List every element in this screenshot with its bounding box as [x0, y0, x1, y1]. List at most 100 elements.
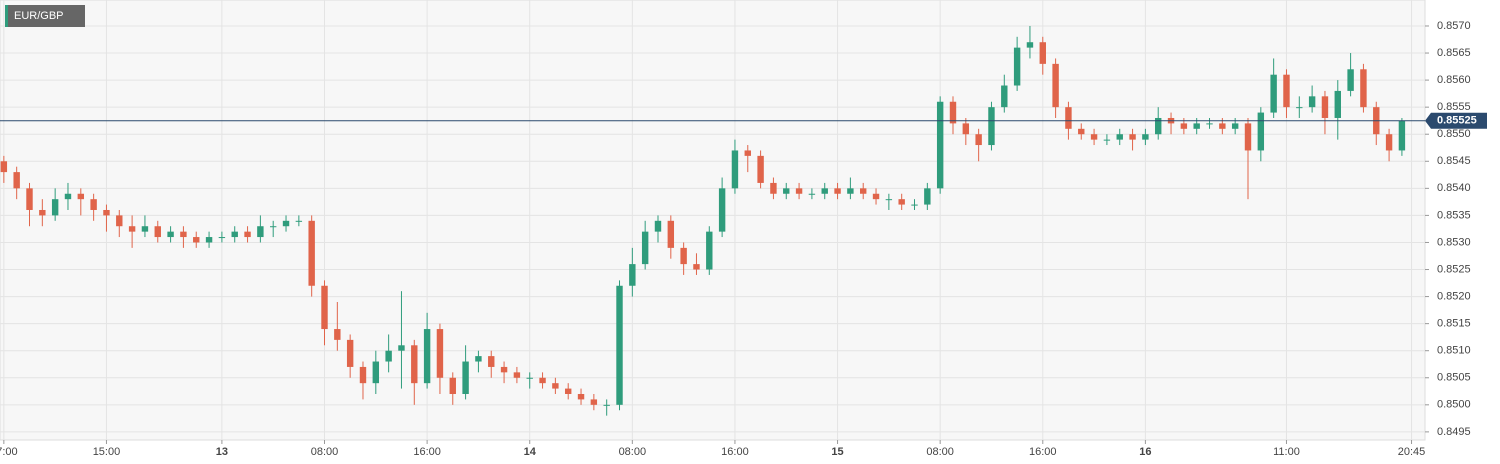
candle-body	[51, 199, 59, 216]
candle-body	[526, 377, 533, 379]
x-tick-label: 13	[216, 446, 228, 458]
candle-body	[552, 383, 559, 389]
candle-body	[334, 329, 341, 340]
candle-body	[1244, 123, 1252, 151]
candle-body	[231, 231, 238, 238]
candle-body	[821, 188, 828, 194]
x-tick-label: 11:00	[1273, 446, 1300, 458]
candle-body	[436, 329, 444, 378]
candle-body	[757, 155, 764, 183]
y-tick-label: 0.8560	[1437, 74, 1471, 86]
candle-body	[205, 237, 213, 243]
candle-body	[77, 193, 85, 200]
candle-body	[64, 193, 72, 200]
title-box	[5, 5, 85, 27]
y-tick-label: 0.8520	[1437, 290, 1471, 302]
candle-body	[167, 231, 174, 238]
candle-body	[116, 215, 123, 227]
y-tick-label: 0.8540	[1437, 182, 1471, 194]
candle-body	[1257, 112, 1265, 151]
x-tick-label: 16:00	[413, 446, 441, 458]
candle-body	[90, 199, 97, 210]
candle-body	[1155, 117, 1162, 135]
current-price-label: 0.85525	[1437, 115, 1477, 127]
candle-body	[1270, 74, 1277, 113]
x-tick-label: 16:00	[1029, 446, 1057, 458]
y-tick-label: 0.8545	[1437, 155, 1471, 167]
candle-body	[860, 188, 867, 194]
candle-body	[411, 345, 418, 384]
candle-body	[423, 329, 431, 384]
x-tick-label: 14	[524, 446, 537, 458]
candle-body	[731, 150, 739, 189]
candle-body	[269, 226, 277, 228]
candle-body	[1078, 128, 1085, 135]
candle-body	[988, 107, 995, 146]
candle-body	[141, 226, 149, 232]
candle-body	[629, 264, 636, 286]
candle-body	[385, 350, 392, 362]
candle-body	[475, 356, 482, 362]
candle-body	[1206, 123, 1213, 125]
candle-body	[936, 101, 944, 189]
candle-body	[577, 393, 585, 400]
candle-body	[962, 123, 970, 135]
x-tick-label: 08:00	[926, 446, 954, 458]
y-tick-label: 0.8525	[1437, 263, 1471, 275]
candle-body	[321, 285, 328, 330]
candle-body	[975, 134, 982, 146]
candle-body	[0, 161, 8, 173]
candle-body	[718, 188, 726, 232]
current-price-tag	[1425, 112, 1487, 129]
x-tick-label: 08:00	[311, 446, 339, 458]
candle-body	[1334, 90, 1341, 118]
candle-body	[282, 220, 290, 227]
candle-body	[795, 188, 803, 194]
plot-area	[0, 0, 1426, 441]
candle-body	[590, 399, 598, 405]
y-tick-label: 0.8515	[1437, 318, 1471, 330]
candle-body	[667, 220, 675, 248]
candle-body	[885, 199, 893, 201]
candle-body	[1013, 47, 1021, 86]
candle-body	[1193, 123, 1200, 129]
candle-body	[449, 377, 456, 394]
candle-body	[834, 188, 841, 194]
candle-body	[39, 209, 46, 216]
candle-body	[1142, 134, 1149, 140]
candle-body	[1026, 42, 1034, 48]
candle-body	[398, 345, 405, 351]
x-tick-label: 20:45	[1398, 446, 1426, 458]
candle-body	[603, 404, 610, 406]
candle-body	[1116, 134, 1123, 140]
candle-body	[706, 231, 713, 270]
candle-body	[26, 188, 33, 210]
candle-body	[1360, 69, 1367, 108]
candle-body	[1065, 107, 1072, 129]
candle-body	[924, 188, 931, 205]
candle-body	[513, 372, 521, 378]
candle-body	[1398, 120, 1406, 151]
candle-body	[462, 361, 469, 394]
candle-body	[1001, 85, 1008, 108]
candle-body	[1052, 63, 1059, 108]
candle-body	[949, 101, 957, 124]
candle-body	[372, 361, 380, 384]
x-tick-label: 15	[831, 446, 843, 458]
candle-body	[180, 231, 187, 238]
y-tick-label: 0.8535	[1437, 209, 1471, 221]
candle-body	[500, 366, 508, 373]
candle-body	[1385, 134, 1393, 151]
y-tick-label: 0.8555	[1437, 101, 1471, 113]
candle-body	[1347, 69, 1354, 91]
y-tick-label: 0.8495	[1437, 426, 1471, 438]
candle-body	[1039, 42, 1046, 64]
title-accent	[5, 5, 8, 27]
candle-body	[539, 377, 546, 384]
candle-body	[898, 199, 905, 205]
candle-body	[1296, 107, 1303, 109]
candle-body	[154, 226, 161, 238]
candle-body	[1308, 96, 1316, 108]
y-tick-label: 0.8530	[1437, 236, 1471, 248]
